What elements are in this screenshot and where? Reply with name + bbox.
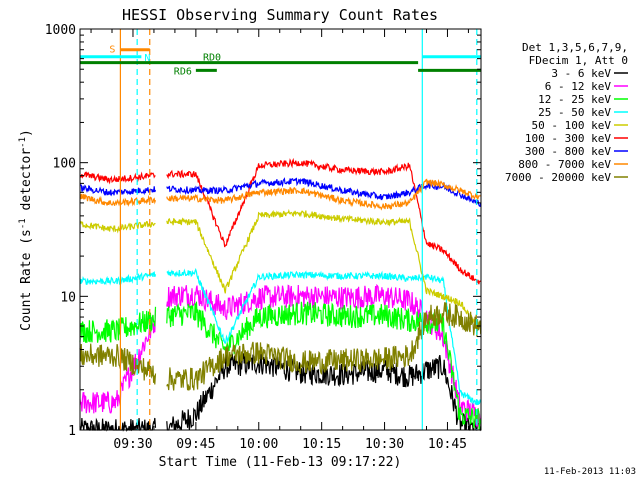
- legend-label-5: 50 - 100 keV: [532, 119, 612, 132]
- series-line-4: [79, 267, 482, 406]
- y-axis-label-part3: ): [19, 129, 34, 137]
- x-tick-label: 10:30: [365, 437, 404, 452]
- y-tick-label: 10: [60, 290, 76, 305]
- x-tick-label: 10:45: [428, 437, 467, 452]
- legend: Det 1,3,5,6,7,9, FDecim 1, Att 0 3 - 6 k…: [505, 41, 628, 184]
- x-axis-label: Start Time (11-Feb-13 09:17:22): [159, 455, 402, 470]
- chart-title: HESSI Observing Summary Count Rates: [122, 6, 438, 24]
- legend-label-3: 12 - 25 keV: [538, 93, 611, 106]
- series-line-8: [79, 178, 481, 211]
- y-axis-label-part2: detector: [19, 148, 34, 219]
- legend-header-line1: Det 1,3,5,6,7,9,: [522, 41, 628, 54]
- legend-label-7: 300 - 800 keV: [525, 145, 611, 158]
- annotation-layer: S N RD0 RD6: [80, 29, 481, 430]
- data-layer: [79, 157, 482, 432]
- y-axis-label-part1: Count Rate (s: [19, 229, 34, 331]
- y-axis-label-sup2: -1: [18, 137, 28, 148]
- flag-label-s: S: [109, 45, 115, 56]
- legend-label-9: 7000 - 20000 keV: [505, 171, 611, 184]
- legend-label-2: 6 - 12 keV: [545, 80, 612, 93]
- x-tick-label: 10:00: [239, 437, 278, 452]
- flag-label-rd0: RD0: [203, 53, 221, 64]
- y-tick-label: 100: [53, 157, 76, 172]
- legend-label-6: 100 - 300 keV: [525, 132, 611, 145]
- y-tick-label: 1: [68, 424, 76, 439]
- series-line-6: [79, 157, 481, 285]
- y-axis-label-sup1: -1: [18, 218, 28, 229]
- y-tick-label: 1000: [45, 23, 76, 38]
- plot-frame: [79, 28, 482, 431]
- legend-label-8: 800 - 7000 keV: [518, 158, 611, 171]
- flag-label-rd6: RD6: [174, 66, 192, 77]
- x-tick-label: 09:30: [113, 437, 152, 452]
- footer-stamp: 11-Feb-2013 11:03: [544, 467, 636, 477]
- series-line-9: [79, 302, 482, 391]
- series-line-5: [79, 208, 482, 329]
- x-tick-label: 10:15: [302, 437, 341, 452]
- flag-label-n: N: [144, 53, 150, 64]
- legend-header-line2: FDecim 1, Att 0: [529, 54, 628, 67]
- x-axis: 09:30 09:45 10:00 10:15 10:30 10:45: [90, 29, 469, 452]
- y-axis: 1 10 100 1000: [45, 23, 481, 439]
- legend-label-4: 25 - 50 keV: [538, 106, 611, 119]
- y-axis-label: Count Rate (s-1 detector-1): [18, 129, 34, 331]
- legend-label-1: 3 - 6 keV: [551, 67, 611, 80]
- x-tick-label: 09:45: [176, 437, 215, 452]
